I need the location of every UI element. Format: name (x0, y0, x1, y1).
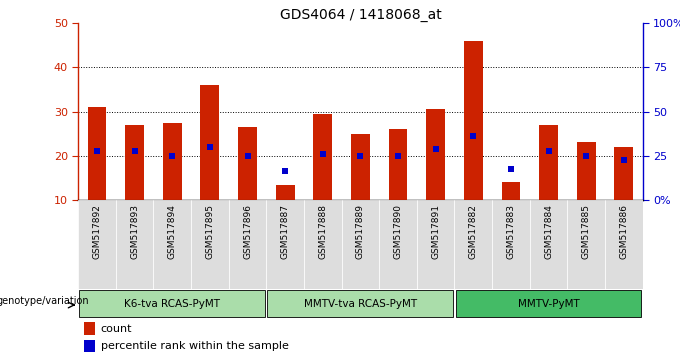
Bar (539, 125, 558, 200)
Point (618, 157, 629, 163)
Bar (492, 200, 530, 289)
Point (92, 149, 103, 154)
Bar (577, 142, 596, 200)
Bar (238, 127, 257, 200)
Bar (615, 147, 633, 200)
Bar (125, 125, 144, 200)
Bar (201, 85, 219, 200)
Bar (163, 122, 182, 200)
Bar (267, 200, 304, 289)
Text: GSM517884: GSM517884 (544, 205, 553, 259)
Bar (426, 109, 445, 200)
Text: GSM517889: GSM517889 (356, 205, 365, 259)
Bar (154, 200, 191, 289)
Point (392, 153, 403, 159)
Point (581, 153, 592, 159)
Bar (351, 133, 370, 200)
Point (543, 149, 554, 154)
Text: GSM517885: GSM517885 (581, 205, 591, 259)
Text: GSM517891: GSM517891 (431, 205, 440, 259)
Point (355, 153, 366, 159)
Text: GSM517890: GSM517890 (394, 205, 403, 259)
Bar (88, 107, 106, 200)
Bar (267, 290, 454, 317)
Bar (605, 200, 643, 289)
Point (167, 153, 177, 159)
Bar (116, 200, 154, 289)
Bar (341, 200, 379, 289)
Bar (304, 200, 341, 289)
Text: K6-tva RCAS-PyMT: K6-tva RCAS-PyMT (124, 298, 220, 309)
Text: GSM517894: GSM517894 (168, 205, 177, 259)
Bar (417, 200, 454, 289)
Point (129, 149, 140, 154)
Text: GSM517887: GSM517887 (281, 205, 290, 259)
Text: count: count (101, 324, 133, 333)
Bar (191, 200, 228, 289)
Text: GSM517886: GSM517886 (619, 205, 628, 259)
Bar (84, 340, 95, 352)
Bar (464, 41, 483, 200)
Bar (228, 200, 267, 289)
Point (279, 169, 290, 174)
Bar (276, 184, 294, 200)
Text: GSM517883: GSM517883 (507, 205, 515, 259)
Point (318, 151, 328, 156)
Text: GSM517888: GSM517888 (318, 205, 327, 259)
Text: GSM517893: GSM517893 (130, 205, 139, 259)
Bar (80, 290, 265, 317)
Text: GSM517895: GSM517895 (205, 205, 214, 259)
Bar (84, 322, 95, 335)
Bar (567, 200, 605, 289)
Point (505, 166, 516, 172)
Text: GSM517892: GSM517892 (92, 205, 101, 259)
Text: genotype/variation: genotype/variation (0, 296, 89, 306)
Text: GSM517882: GSM517882 (469, 205, 478, 259)
Text: percentile rank within the sample: percentile rank within the sample (101, 341, 288, 351)
Point (242, 153, 253, 159)
Bar (454, 200, 492, 289)
Bar (78, 200, 116, 289)
Point (430, 146, 441, 152)
Bar (389, 129, 407, 200)
Text: MMTV-tva RCAS-PyMT: MMTV-tva RCAS-PyMT (304, 298, 417, 309)
Point (468, 133, 479, 139)
Bar (313, 114, 332, 200)
Bar (530, 200, 567, 289)
Bar (502, 182, 520, 200)
Text: MMTV-PyMT: MMTV-PyMT (517, 298, 579, 309)
Point (205, 144, 216, 150)
Title: GDS4064 / 1418068_at: GDS4064 / 1418068_at (279, 8, 441, 22)
Bar (456, 290, 641, 317)
Text: GSM517896: GSM517896 (243, 205, 252, 259)
Bar (379, 200, 417, 289)
